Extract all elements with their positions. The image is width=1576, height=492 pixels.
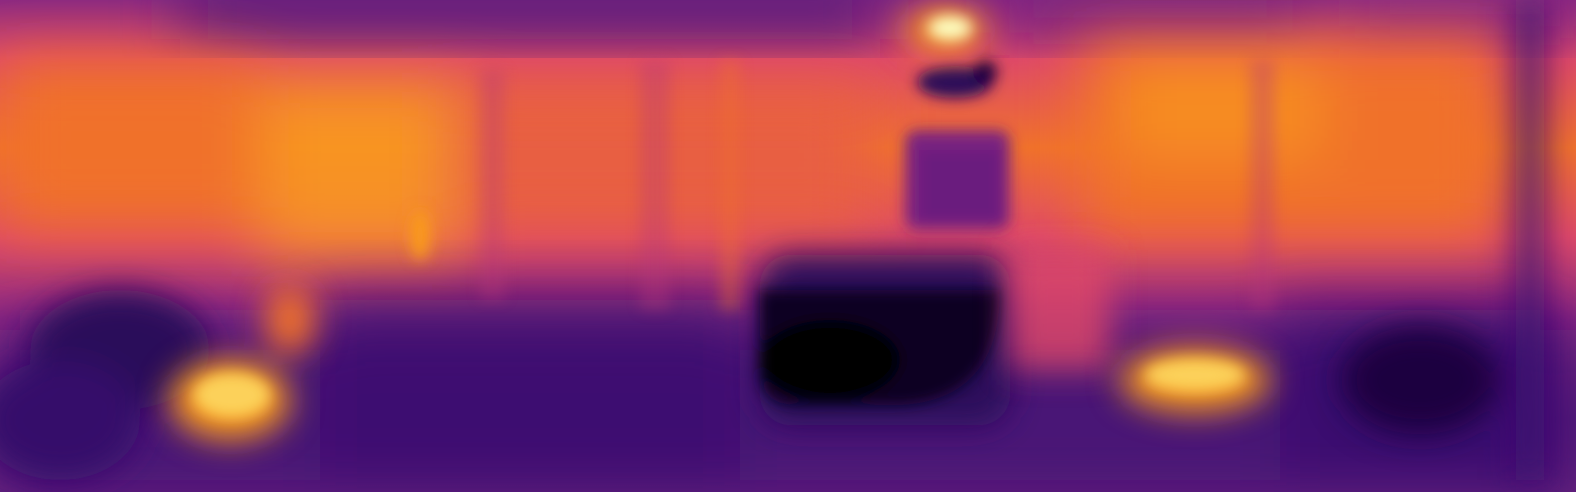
vertical-streaks bbox=[480, 60, 1275, 310]
right-structure bbox=[1010, 0, 1545, 480]
central-column bbox=[905, 60, 1010, 230]
upper-warm-regions bbox=[0, 40, 1500, 260]
central-dark-object bbox=[759, 255, 1010, 425]
hotspot-cores bbox=[194, 16, 1245, 417]
left-shadow bbox=[0, 290, 210, 480]
